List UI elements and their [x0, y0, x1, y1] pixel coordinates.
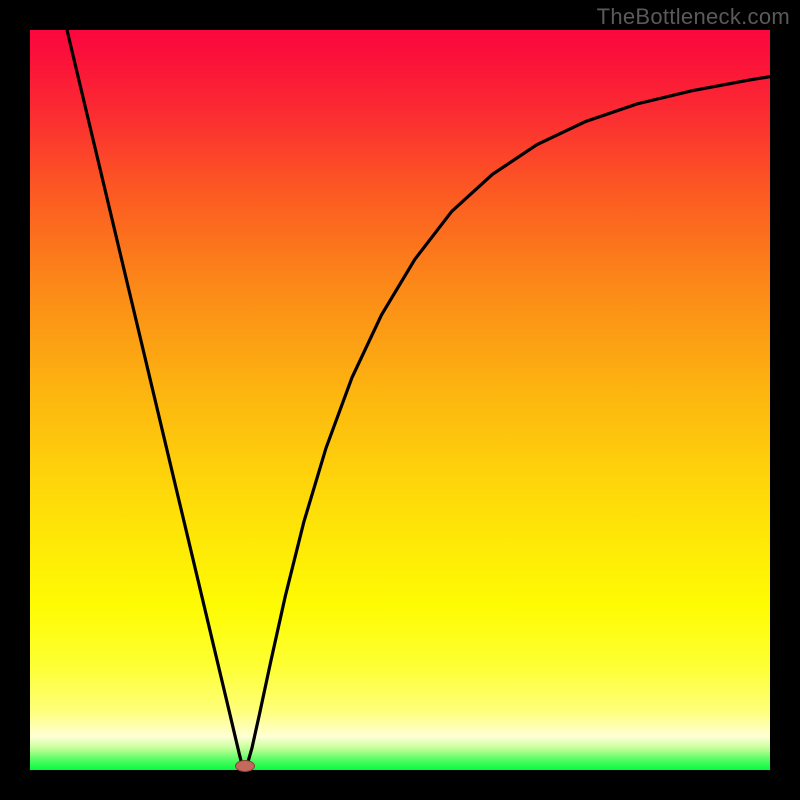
bottleneck-curve	[30, 30, 770, 770]
plot-area	[30, 30, 770, 770]
chart-root: TheBottleneck.com	[0, 0, 800, 800]
curve-path	[67, 30, 770, 770]
optimum-marker	[235, 760, 255, 772]
watermark-text: TheBottleneck.com	[597, 4, 790, 30]
